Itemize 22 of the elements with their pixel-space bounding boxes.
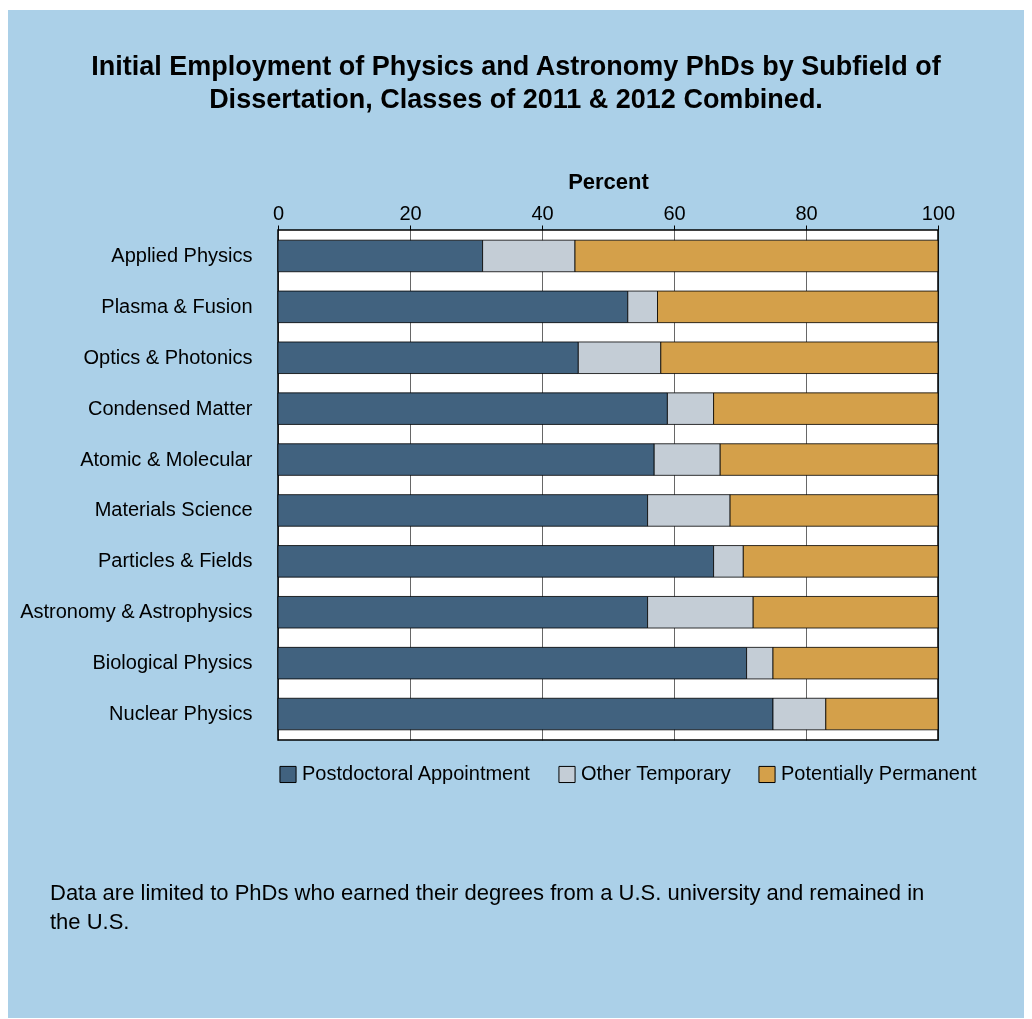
text: Data are limited to PhDs who earned their degrees from a U.S. university and remained in the U.S.	[50, 879, 926, 936]
legend-label: Potentially Permanent	[781, 762, 978, 785]
x-tick-label: 20	[399, 201, 422, 224]
y-tick-label: Applied Physics	[111, 243, 253, 266]
x-tick-label: 80	[795, 201, 818, 224]
x-axis-title: Percent	[568, 168, 650, 194]
x-tick-label: 0	[272, 201, 285, 224]
y-tick-label: Nuclear Physics	[109, 702, 253, 725]
x-tick-label: 100	[921, 201, 956, 224]
chart-title: Initial Employment of Physics and Astronomy PhDs by Subfield of Dissertation, Classes of 2011 & 2012 Combined.	[90, 50, 942, 116]
y-tick-label: Biological Physics	[92, 651, 253, 674]
y-tick-label: Materials Science	[94, 498, 253, 521]
legend-label: Other Temporary	[581, 762, 731, 785]
y-tick-label: Condensed Matter	[87, 396, 253, 419]
y-tick-label: Optics & Photonics	[83, 345, 253, 368]
y-tick-label: Plasma & Fusion	[101, 294, 253, 317]
x-tick-label: 60	[663, 201, 686, 224]
y-tick-label: Particles & Fields	[98, 549, 253, 572]
legend-label: Postdoctoral Appointment	[302, 762, 531, 785]
y-tick-label: Astronomy & Astrophysics	[20, 600, 253, 623]
y-tick-label: Atomic & Molecular	[80, 447, 253, 470]
x-tick-label: 40	[531, 201, 554, 224]
